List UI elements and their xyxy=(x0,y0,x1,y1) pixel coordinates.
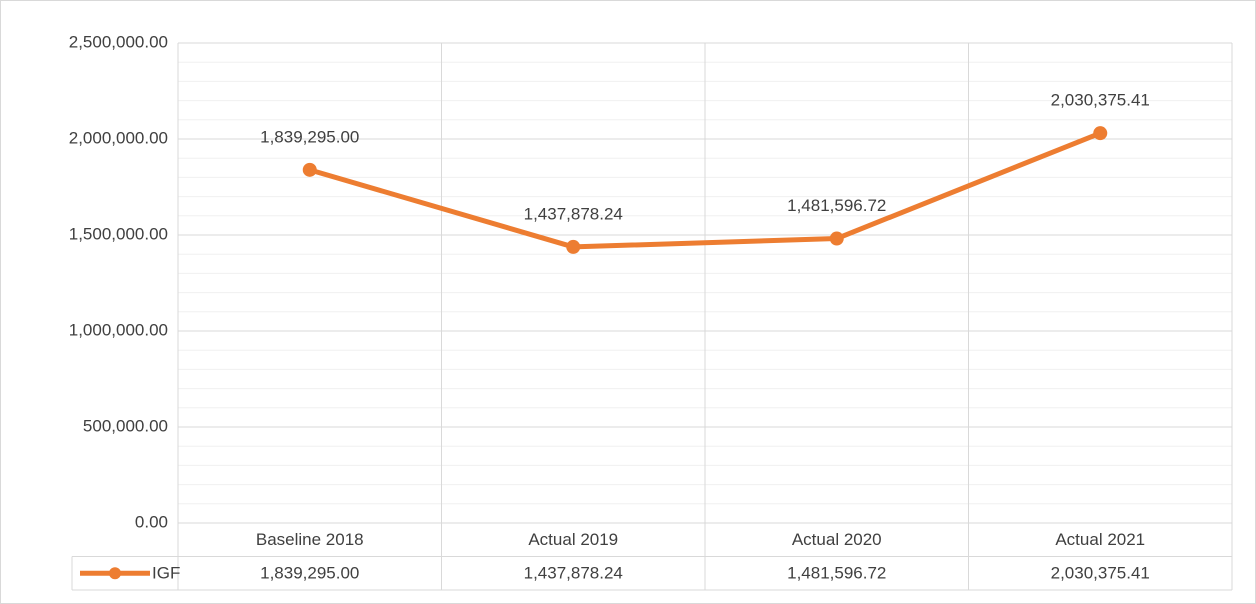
data-point xyxy=(829,231,844,246)
data-label: 2,030,375.41 xyxy=(1051,91,1150,110)
data-point xyxy=(566,239,581,254)
table-cell: 2,030,375.41 xyxy=(1051,564,1150,583)
x-tick-label: Actual 2021 xyxy=(1055,530,1145,549)
data-label: 1,481,596.72 xyxy=(787,196,886,215)
data-label: 1,839,295.00 xyxy=(260,127,359,146)
x-tick-label: Baseline 2018 xyxy=(256,530,364,549)
y-tick-label: 2,500,000.00 xyxy=(69,32,168,51)
legend-marker xyxy=(109,567,121,580)
data-point xyxy=(1093,126,1108,141)
table-cell: 1,481,596.72 xyxy=(787,564,886,583)
table-cell: 1,437,878.24 xyxy=(524,564,623,583)
x-tick-label: Actual 2020 xyxy=(792,530,882,549)
data-label: 1,437,878.24 xyxy=(524,204,623,223)
y-tick-label: 1,000,000.00 xyxy=(69,320,168,339)
legend-label: IGF xyxy=(152,564,180,583)
y-tick-label: 0.00 xyxy=(135,512,168,531)
x-tick-label: Actual 2019 xyxy=(528,530,618,549)
y-tick-label: 500,000.00 xyxy=(83,416,168,435)
series-line xyxy=(309,130,1102,250)
table-cell: 1,839,295.00 xyxy=(260,564,359,583)
data-point xyxy=(302,162,317,177)
y-tick-label: 1,500,000.00 xyxy=(69,224,168,243)
y-tick-label: 2,000,000.00 xyxy=(69,128,168,147)
